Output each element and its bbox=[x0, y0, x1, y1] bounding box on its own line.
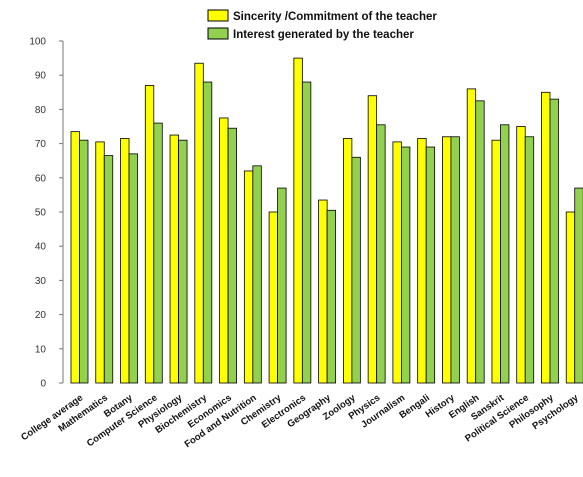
y-tick-label: 70 bbox=[35, 139, 47, 150]
bar-interest-computer-science bbox=[153, 122, 163, 384]
bar-sincerity-journalism bbox=[392, 141, 402, 384]
legend-swatch-interest bbox=[207, 27, 229, 40]
bar-interest-geography bbox=[326, 209, 337, 384]
bar-sincerity-physiology bbox=[169, 134, 179, 384]
bar-sincerity-zoology bbox=[342, 138, 353, 384]
bar-sincerity-psychology bbox=[565, 211, 576, 384]
bar-interest-journalism bbox=[401, 146, 411, 384]
bar-interest-electronics bbox=[301, 81, 312, 384]
legend: Sincerity /Commitment of the teacher Int… bbox=[207, 9, 437, 41]
y-tick-label: 40 bbox=[35, 242, 47, 253]
bar-interest-biochemistry bbox=[202, 81, 213, 384]
bar-interest-english bbox=[475, 100, 485, 384]
bar-sincerity-mathematics bbox=[95, 141, 105, 384]
bar-sincerity-food-and-nutrition bbox=[243, 170, 254, 384]
y-tick-label: 100 bbox=[29, 37, 46, 48]
bar-sincerity-college-average bbox=[70, 131, 80, 384]
y-tick-label: 80 bbox=[35, 105, 47, 116]
bar-sincerity-geography bbox=[318, 199, 328, 384]
bar-interest-physiology bbox=[178, 139, 188, 384]
bar-sincerity-sanskrit bbox=[491, 139, 501, 384]
bar-sincerity-bengali bbox=[417, 138, 427, 384]
y-axis: 0 10 20 30 40 50 60 70 80 90 100 bbox=[29, 37, 64, 390]
bar-interest-political-science bbox=[524, 136, 535, 384]
y-tick-label: 30 bbox=[35, 276, 47, 287]
bars bbox=[70, 57, 583, 384]
bar-interest-economics bbox=[227, 127, 237, 384]
bar-sincerity-philosophy bbox=[541, 91, 551, 384]
bar-sincerity-botany bbox=[120, 138, 130, 384]
y-tick-label: 20 bbox=[35, 310, 47, 321]
legend-swatch-sincerity bbox=[207, 9, 229, 22]
y-tick-label: 0 bbox=[40, 379, 46, 390]
bar-sincerity-economics bbox=[219, 117, 229, 384]
bar-interest-chemistry bbox=[277, 187, 287, 384]
bar-interest-philosophy bbox=[549, 98, 559, 384]
legend-label-sincerity: Sincerity /Commitment of the teacher bbox=[233, 11, 437, 23]
x-axis-labels: College averageMathematicsBotanyComputer… bbox=[19, 392, 581, 450]
bar-sincerity-electronics bbox=[293, 57, 303, 384]
bar-interest-psychology bbox=[574, 187, 583, 384]
bar-sincerity-english bbox=[466, 88, 477, 384]
bar-sincerity-history bbox=[442, 136, 452, 384]
y-tick-label: 50 bbox=[35, 208, 47, 219]
bar-sincerity-political-science bbox=[516, 126, 526, 384]
bar-interest-college-average bbox=[79, 139, 89, 384]
bar-sincerity-computer-science bbox=[144, 85, 155, 384]
y-tick-label: 90 bbox=[35, 71, 47, 82]
bar-interest-mathematics bbox=[103, 155, 114, 384]
bar-interest-zoology bbox=[351, 156, 361, 384]
bar-sincerity-biochemistry bbox=[194, 62, 204, 384]
bar-interest-bengali bbox=[425, 146, 436, 384]
bar-interest-sanskrit bbox=[500, 124, 510, 384]
bar-sincerity-physics bbox=[367, 95, 378, 384]
bar-interest-history bbox=[450, 136, 460, 384]
bar-sincerity-chemistry bbox=[268, 211, 278, 384]
legend-label-interest: Interest generated by the teacher bbox=[233, 29, 414, 41]
y-tick-label: 10 bbox=[35, 344, 47, 355]
bar-interest-physics bbox=[376, 124, 386, 384]
y-tick-label: 60 bbox=[35, 173, 47, 184]
bar-interest-botany bbox=[128, 153, 138, 384]
bar-interest-food-and-nutrition bbox=[252, 165, 262, 384]
